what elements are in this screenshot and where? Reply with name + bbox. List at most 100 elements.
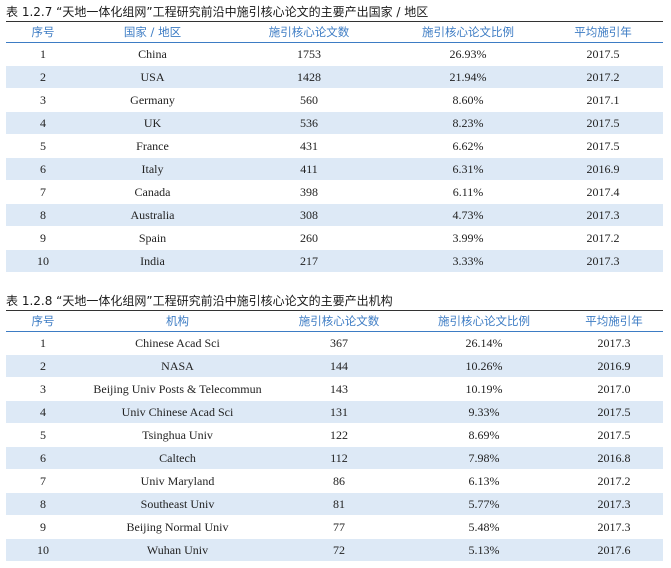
table-row: 5 Tsinghua Univ 122 8.69% 2017.5 xyxy=(6,423,663,447)
header-percent: 施引核心论文比例 xyxy=(403,311,565,332)
top-rule xyxy=(6,21,663,22)
cell-year: 2017.3 xyxy=(543,249,663,272)
cell-percent: 5.48% xyxy=(403,515,565,539)
cell-percent: 21.94% xyxy=(393,65,543,89)
cell-rank: 7 xyxy=(6,180,80,204)
table-row: 6 Italy 411 6.31% 2016.9 xyxy=(6,157,663,181)
table-body: 1 Chinese Acad Sci 367 26.14% 2017.3 2 NASA 144… xyxy=(6,331,663,561)
cell-count: 431 xyxy=(225,134,393,158)
cell-percent: 26.93% xyxy=(393,42,543,66)
institutions-table-block: 表 1.2.8 “天地一体化组网”工程研究前沿中施引核心论文的主要产出机构 序号… xyxy=(6,293,663,561)
cell-count: 560 xyxy=(225,88,393,112)
table-row: 5 France 431 6.62% 2017.5 xyxy=(6,134,663,158)
table-row: 10 Wuhan Univ 72 5.13% 2017.6 xyxy=(6,538,663,561)
cell-rank: 4 xyxy=(6,400,80,424)
cell-name: USA xyxy=(80,65,225,89)
cell-count: 411 xyxy=(225,157,393,181)
table-row: 2 USA 1428 21.94% 2017.2 xyxy=(6,65,663,89)
table-row: 10 India 217 3.33% 2017.3 xyxy=(6,249,663,272)
cell-percent: 4.73% xyxy=(393,203,543,227)
table-row: 9 Spain 260 3.99% 2017.2 xyxy=(6,226,663,250)
cell-count: 144 xyxy=(275,354,403,378)
cell-year: 2017.3 xyxy=(565,331,663,355)
header-row: 序号 国家 / 地区 施引核心论文数 施引核心论文比例 平均施引年 xyxy=(6,22,663,43)
cell-year: 2017.3 xyxy=(565,515,663,539)
cell-name: Spain xyxy=(80,226,225,250)
cell-year: 2017.6 xyxy=(565,538,663,561)
cell-name: Australia xyxy=(80,203,225,227)
table-caption: 表 1.2.8 “天地一体化组网”工程研究前沿中施引核心论文的主要产出机构 xyxy=(6,294,393,308)
cell-rank: 1 xyxy=(6,42,80,66)
table-row: 1 Chinese Acad Sci 367 26.14% 2017.3 xyxy=(6,331,663,355)
cell-name: Wuhan Univ xyxy=(80,538,275,561)
cell-year: 2017.5 xyxy=(565,423,663,447)
cell-rank: 3 xyxy=(6,88,80,112)
cell-year: 2017.2 xyxy=(543,65,663,89)
cell-rank: 10 xyxy=(6,538,80,561)
cell-rank: 1 xyxy=(6,331,80,355)
cell-count: 308 xyxy=(225,203,393,227)
cell-year: 2017.5 xyxy=(543,42,663,66)
cell-percent: 5.13% xyxy=(403,538,565,561)
table-row: 3 Germany 560 8.60% 2017.1 xyxy=(6,88,663,112)
cell-name: Beijing Normal Univ xyxy=(80,515,275,539)
cell-percent: 6.62% xyxy=(393,134,543,158)
header-count: 施引核心论文数 xyxy=(225,22,393,43)
cell-rank: 6 xyxy=(6,446,80,470)
table-row: 1 China 1753 26.93% 2017.5 xyxy=(6,42,663,66)
cell-percent: 26.14% xyxy=(403,331,565,355)
cell-name: China xyxy=(80,42,225,66)
cell-count: 122 xyxy=(275,423,403,447)
header-institution: 机构 xyxy=(80,311,275,332)
cell-rank: 5 xyxy=(6,134,80,158)
cell-percent: 10.26% xyxy=(403,354,565,378)
cell-year: 2017.3 xyxy=(565,492,663,516)
cell-year: 2017.2 xyxy=(565,469,663,493)
cell-count: 86 xyxy=(275,469,403,493)
cell-percent: 8.69% xyxy=(403,423,565,447)
cell-count: 260 xyxy=(225,226,393,250)
countries-table-block: 表 1.2.7 “天地一体化组网”工程研究前沿中施引核心论文的主要产出国家 / … xyxy=(6,4,663,272)
cell-name: Tsinghua Univ xyxy=(80,423,275,447)
table-row: 8 Australia 308 4.73% 2017.3 xyxy=(6,203,663,227)
cell-rank: 9 xyxy=(6,515,80,539)
cell-year: 2017.5 xyxy=(543,111,663,135)
cell-percent: 6.31% xyxy=(393,157,543,181)
cell-year: 2016.8 xyxy=(565,446,663,470)
cell-year: 2017.4 xyxy=(543,180,663,204)
cell-count: 77 xyxy=(275,515,403,539)
header-rank: 序号 xyxy=(6,311,80,332)
cell-rank: 8 xyxy=(6,492,80,516)
header-row: 序号 机构 施引核心论文数 施引核心论文比例 平均施引年 xyxy=(6,311,663,332)
cell-year: 2017.3 xyxy=(543,203,663,227)
cell-percent: 8.60% xyxy=(393,88,543,112)
cell-name: Canada xyxy=(80,180,225,204)
cell-percent: 8.23% xyxy=(393,111,543,135)
cell-year: 2017.0 xyxy=(565,377,663,401)
cell-rank: 3 xyxy=(6,377,80,401)
cell-year: 2017.5 xyxy=(543,134,663,158)
table-body: 1 China 1753 26.93% 2017.5 2 USA 1428 21.94% 2017… xyxy=(6,42,663,272)
cell-year: 2017.2 xyxy=(543,226,663,250)
cell-name: Caltech xyxy=(80,446,275,470)
cell-name: Beijing Univ Posts & Telecommun xyxy=(80,377,275,401)
countries-table: 序号 国家 / 地区 施引核心论文数 施引核心论文比例 平均施引年 1 China… xyxy=(6,22,663,272)
header-year: 平均施引年 xyxy=(565,311,663,332)
cell-rank: 7 xyxy=(6,469,80,493)
table-caption: 表 1.2.7 “天地一体化组网”工程研究前沿中施引核心论文的主要产出国家 / … xyxy=(6,5,429,19)
cell-count: 81 xyxy=(275,492,403,516)
cell-count: 72 xyxy=(275,538,403,561)
cell-count: 131 xyxy=(275,400,403,424)
table-row: 7 Canada 398 6.11% 2017.4 xyxy=(6,180,663,204)
cell-name: France xyxy=(80,134,225,158)
cell-count: 112 xyxy=(275,446,403,470)
cell-percent: 3.33% xyxy=(393,249,543,272)
cell-count: 1428 xyxy=(225,65,393,89)
cell-name: Univ Maryland xyxy=(80,469,275,493)
cell-name: Univ Chinese Acad Sci xyxy=(80,400,275,424)
cell-rank: 10 xyxy=(6,249,80,272)
cell-count: 398 xyxy=(225,180,393,204)
cell-percent: 6.13% xyxy=(403,469,565,493)
cell-rank: 8 xyxy=(6,203,80,227)
cell-name: India xyxy=(80,249,225,272)
